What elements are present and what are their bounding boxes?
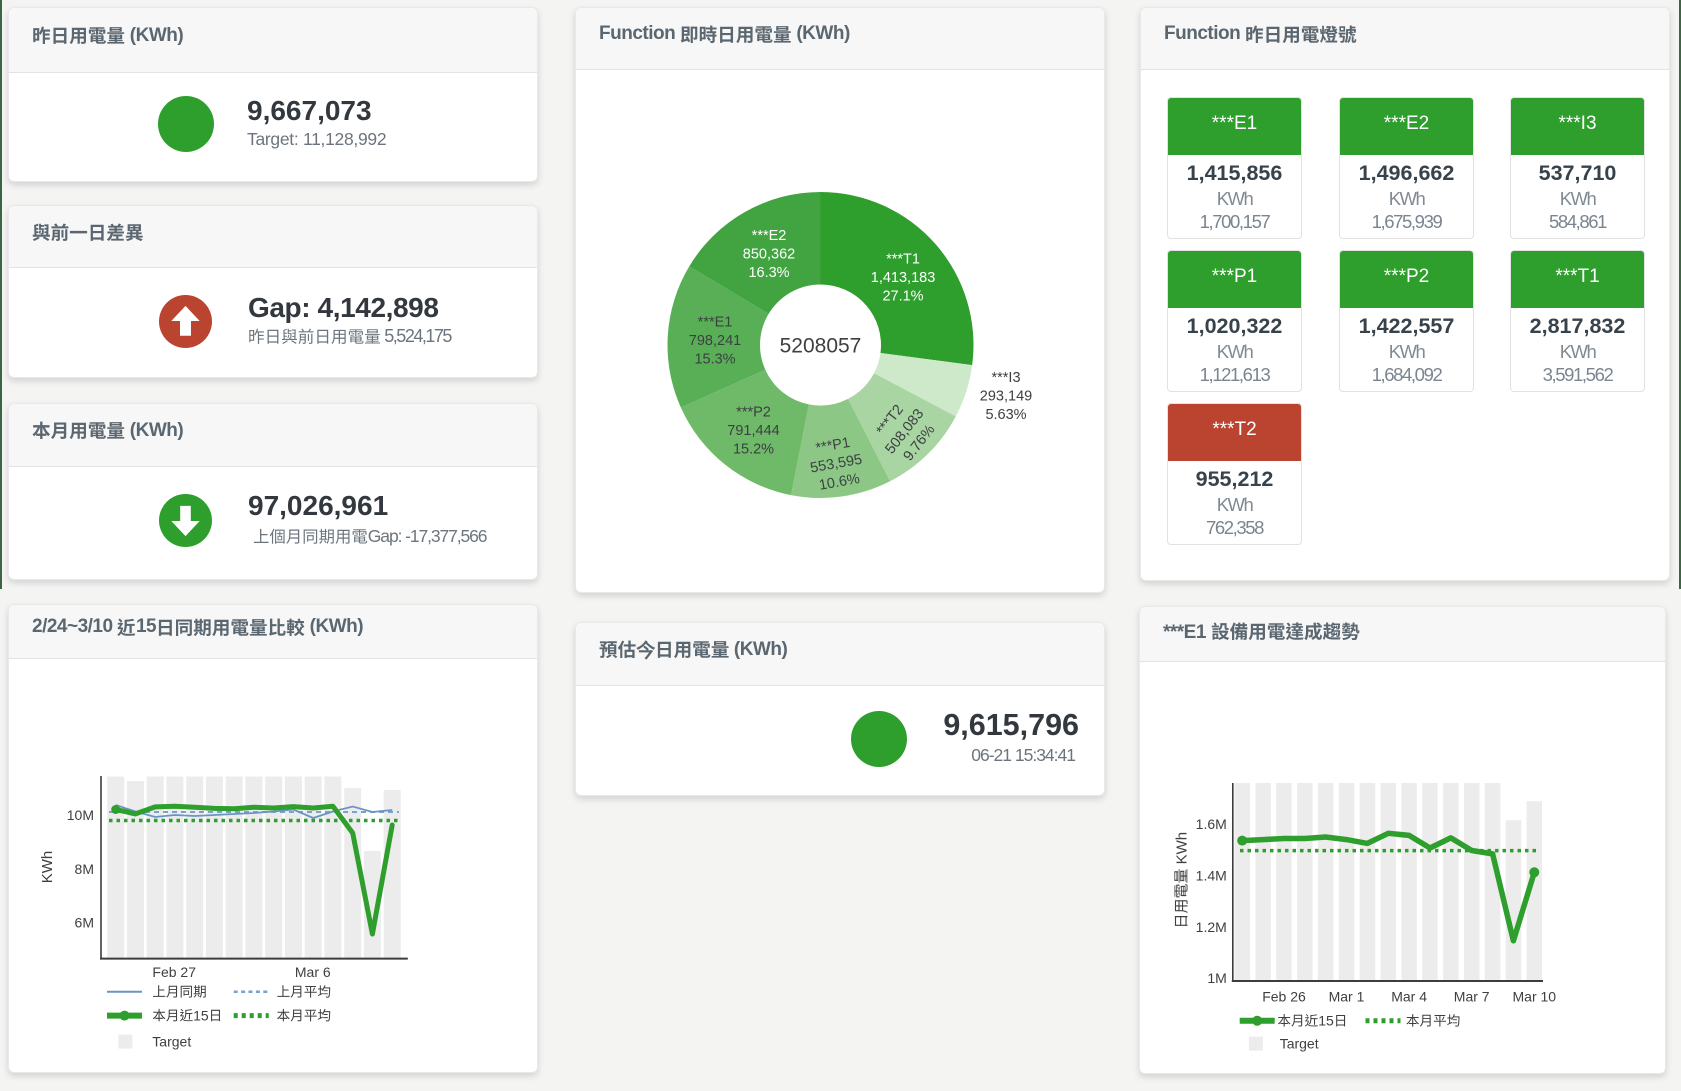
svg-text:10M: 10M (67, 807, 94, 823)
svg-text:***E2: ***E2 (752, 228, 787, 244)
svg-text:15: 15 (193, 1007, 209, 1023)
svg-text:Mar 10: Mar 10 (1513, 988, 1557, 1004)
svg-text:Mar 4: Mar 4 (1391, 988, 1427, 1004)
svg-text:Feb 26: Feb 26 (1262, 988, 1306, 1004)
svg-text:***T1: ***T1 (886, 252, 920, 268)
svg-text:1.2M: 1.2M (1196, 919, 1227, 935)
svg-text:***P2: ***P2 (736, 405, 771, 421)
svg-text:293,149: 293,149 (980, 389, 1032, 405)
svg-text:850,362: 850,362 (743, 247, 795, 263)
svg-text:8M: 8M (75, 861, 94, 877)
svg-text:Mar 7: Mar 7 (1454, 988, 1490, 1004)
svg-text:***I3: ***I3 (991, 370, 1020, 386)
svg-text:5208057: 5208057 (780, 335, 862, 358)
svg-text:Target: Target (152, 1033, 191, 1049)
svg-text:15.2%: 15.2% (733, 442, 774, 458)
svg-text:1,413,183: 1,413,183 (871, 270, 936, 286)
svg-text:798,241: 798,241 (689, 333, 741, 349)
svg-text:Feb 27: Feb 27 (152, 964, 196, 980)
svg-text:1.4M: 1.4M (1196, 868, 1227, 884)
svg-text:KWh: KWh (39, 851, 56, 884)
svg-text:791,444: 791,444 (727, 423, 779, 439)
svg-text:16.3%: 16.3% (748, 265, 789, 281)
svg-text:27.1%: 27.1% (882, 289, 923, 305)
svg-text:KWh: KWh (1174, 832, 1191, 865)
svg-text:Mar 6: Mar 6 (295, 964, 331, 980)
svg-text:15: 15 (1318, 1013, 1334, 1029)
svg-text:Mar 1: Mar 1 (1329, 988, 1365, 1004)
svg-text:10.6%: 10.6% (818, 471, 861, 494)
svg-text:***E1: ***E1 (698, 315, 733, 331)
svg-text:5.63%: 5.63% (985, 407, 1026, 423)
svg-text:Target: Target (1280, 1035, 1319, 1051)
svg-text:1.6M: 1.6M (1196, 816, 1227, 832)
svg-text:***P1: ***P1 (814, 435, 851, 457)
svg-text:1M: 1M (1207, 970, 1226, 986)
svg-text:15.3%: 15.3% (694, 352, 735, 368)
svg-text:6M: 6M (75, 914, 94, 930)
